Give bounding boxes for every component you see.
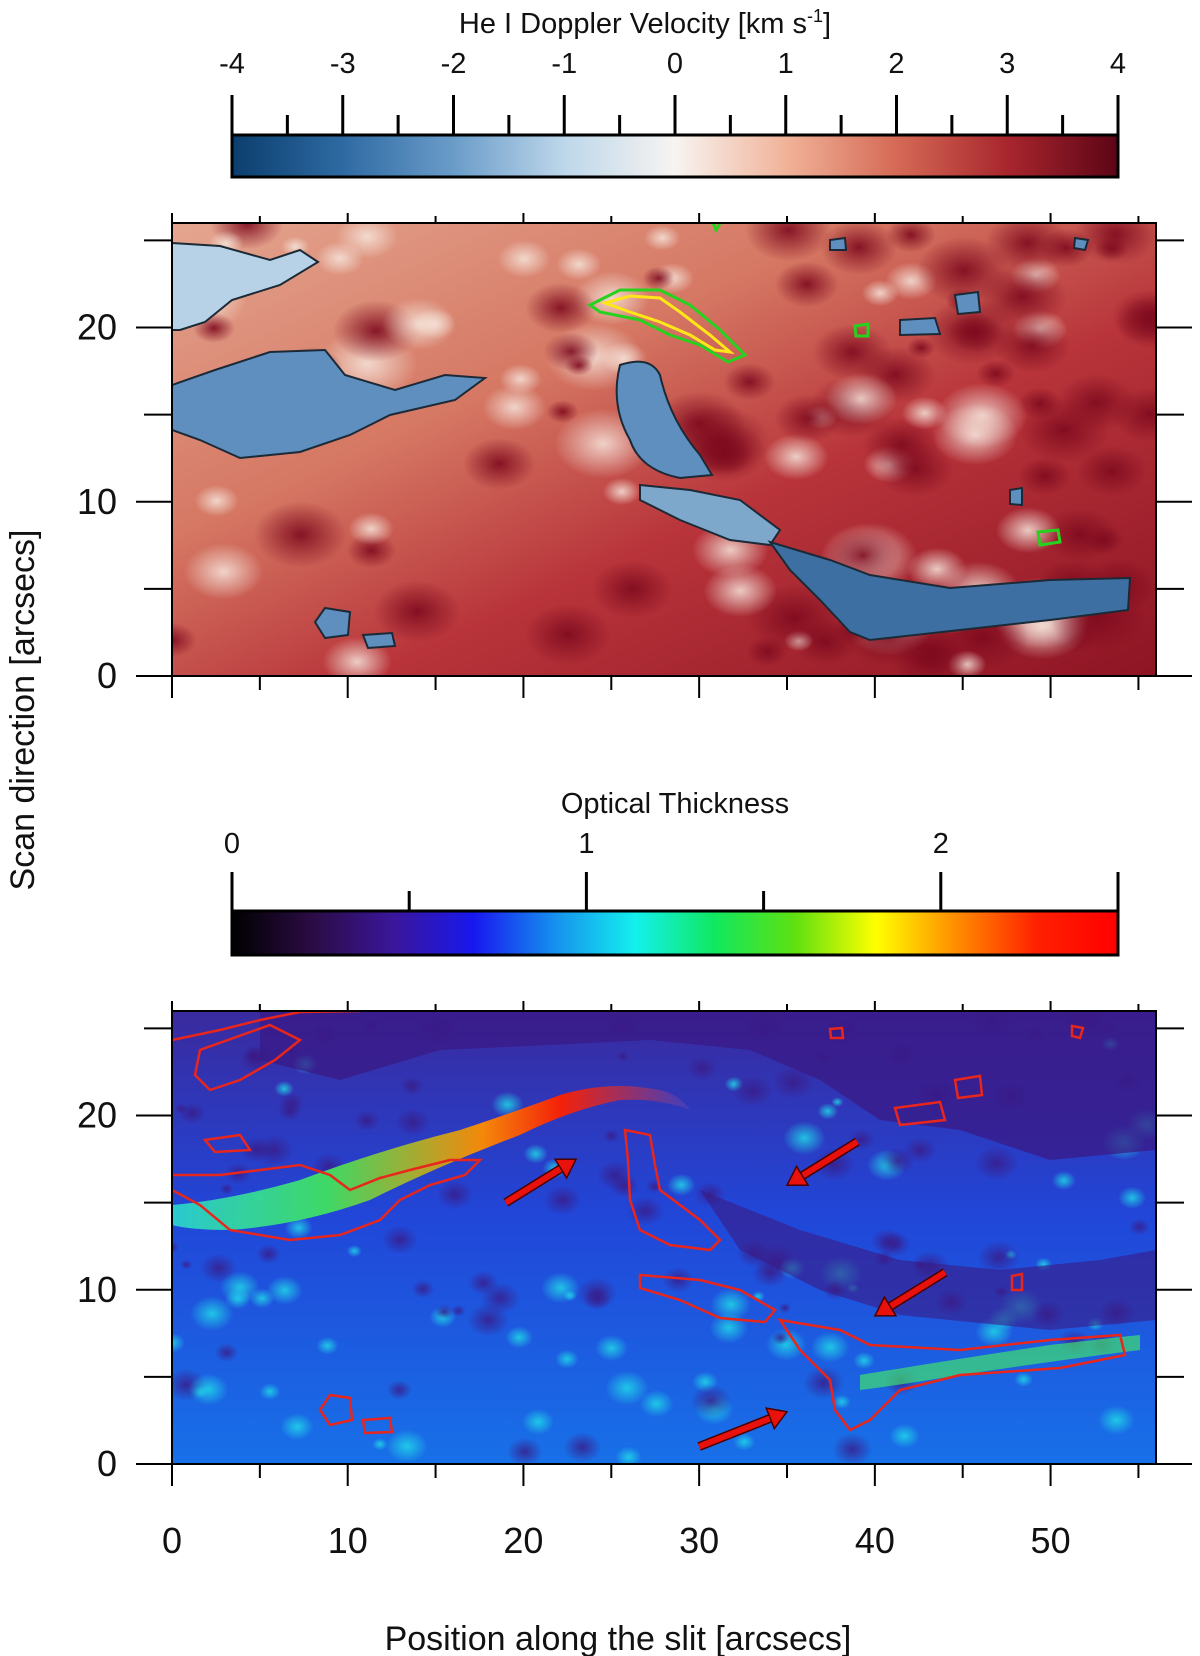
optical-thickness-colorbar-gradient [230, 909, 1120, 957]
optical-thickness-colorbar-tick-label: 1 [578, 828, 594, 860]
velocity-colorbar-tick-label: 1 [778, 48, 794, 80]
velocity-colorbar-tick-label: -4 [219, 48, 245, 80]
y-tick-label: 0 [97, 1443, 117, 1484]
y-axis-label: Scan direction [arcsecs] [4, 530, 42, 891]
velocity-colorbar-tick-label: -1 [551, 48, 577, 80]
velocity-map-image [172, 223, 1156, 676]
velocity-colorbar-tick-label: -2 [441, 48, 467, 80]
optical-thickness-colorbar-tick-labels: 0 1 2 [224, 828, 949, 860]
optical-thickness-map-image [172, 1011, 1156, 1464]
velocity-colorbar: He I Doppler Velocity [km s-1] -4 -3 -2 -1 0… [219, 6, 1126, 179]
velocity-colorbar-tick-labels: -4 -3 -2 -1 0 1 2 3 4 [219, 48, 1126, 80]
optical-thickness-map-panel: 0 10 20 0 10 20 30 40 50 [77, 1001, 1192, 1561]
optical-thickness-contours [172, 1011, 1127, 1435]
velocity-map-panel: 0 10 20 [77, 213, 1192, 698]
x-axis-label: Position along the slit [arcsecs] [385, 1620, 852, 1656]
velocity-map-axes: 0 10 20 [77, 213, 1192, 698]
optical-thickness-colorbar-title: Optical Thickness [561, 788, 789, 820]
annotation-arrow [503, 1158, 578, 1207]
y-tick-label: 0 [97, 655, 117, 696]
y-tick-label: 20 [77, 1095, 117, 1136]
optical-thickness-colorbar-tick-label: 0 [224, 828, 240, 860]
velocity-colorbar-gradient [230, 133, 1120, 179]
annotation-arrow [873, 1268, 948, 1317]
velocity-colorbar-ticks [230, 95, 1120, 135]
velocity-high-contours [587, 223, 1062, 547]
annotation-arrow [697, 1407, 789, 1451]
y-tick-label: 10 [77, 1269, 117, 1310]
velocity-colorbar-tick-label: 4 [1110, 48, 1126, 80]
optical-thickness-colorbar-tick-label: 2 [933, 828, 949, 860]
velocity-colorbar-tick-label: -3 [330, 48, 356, 80]
velocity-colorbar-tick-label: 3 [999, 48, 1015, 80]
annotation-arrow [785, 1137, 860, 1186]
x-tick-label: 10 [328, 1520, 368, 1561]
velocity-negative-regions [172, 236, 1132, 650]
bright-arc-band [172, 1086, 690, 1230]
y-tick-label: 10 [77, 481, 117, 522]
x-tick-label: 0 [162, 1520, 182, 1561]
velocity-colorbar-tick-label: 2 [888, 48, 904, 80]
x-tick-label: 50 [1031, 1520, 1071, 1561]
velocity-colorbar-tick-label: 0 [667, 48, 683, 80]
x-tick-label: 30 [679, 1520, 719, 1561]
optical-thickness-colorbar: Optical Thickness 0 1 2 [224, 788, 1120, 957]
x-tick-label: 20 [503, 1520, 543, 1561]
velocity-colorbar-title: He I Doppler Velocity [km s-1] [459, 6, 831, 40]
optical-thickness-colorbar-ticks [230, 872, 943, 911]
y-tick-label: 20 [77, 307, 117, 348]
optical-thickness-arrows [503, 1137, 948, 1451]
x-tick-label: 40 [855, 1520, 895, 1561]
optical-thickness-map-axes: 0 10 20 0 10 20 30 40 50 [77, 1001, 1192, 1561]
